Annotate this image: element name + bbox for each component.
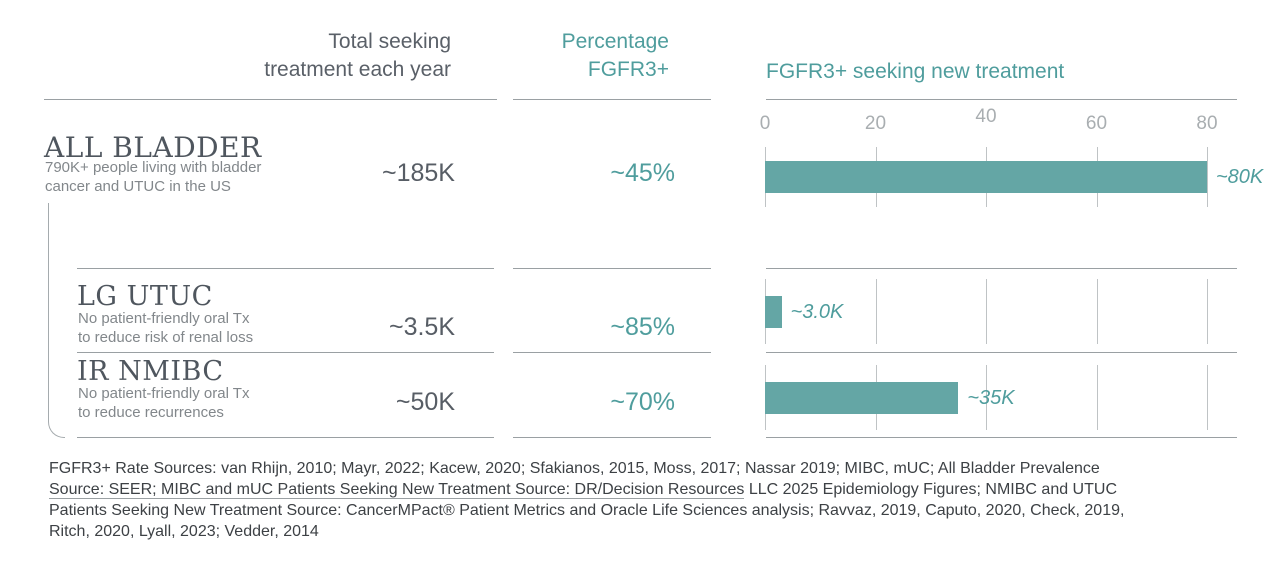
subgroup-bracket: [48, 203, 65, 438]
row-desc-line: to reduce risk of renal loss: [78, 329, 254, 346]
header-underline-total: [44, 99, 497, 100]
bar-value-label: ~35K: [967, 386, 1015, 409]
row-separator: [77, 437, 494, 438]
row-desc-line: to reduce recurrences: [78, 404, 224, 421]
x-tick-label: 0: [759, 113, 771, 134]
bar-plot: ~35K: [765, 365, 1208, 430]
row-desc-line: cancer and UTUC in the US: [45, 178, 231, 195]
footnote-underlined-text: Source: SEER; MIBC and mUC Patients Seek…: [49, 481, 745, 499]
bar-plot: ~3.0K: [765, 279, 1208, 344]
pct-value-all-bladder: ~45%: [610, 159, 675, 187]
row-separator: [766, 268, 1237, 269]
row-desc-lg-utuc: No patient-friendly oral Tx to reduce ri…: [78, 309, 253, 347]
footnote-line: Ritch, 2020, Lyall, 2023; Vedder, 2014: [49, 523, 319, 540]
source-footnote: FGFR3+ Rate Sources: van Rhijn, 2010; Ma…: [49, 458, 1269, 542]
row-separator: [513, 437, 711, 438]
x-tick-label: 60: [1085, 113, 1108, 134]
data-bar: [765, 381, 959, 414]
column-header-total-line1: Total seeking: [328, 30, 451, 53]
gridline: [1207, 147, 1208, 207]
row-title-all-bladder: ALL BLADDER: [44, 131, 262, 164]
row-desc-all-bladder: 790K+ people living with bladder cancer …: [45, 158, 261, 196]
column-header-total-seeking: Total seeking treatment each year: [251, 28, 451, 84]
footnote-line: FGFR3+ Rate Sources: van Rhijn, 2010; Ma…: [49, 460, 1100, 477]
row-desc-ir-nmibc: No patient-friendly oral Tx to reduce re…: [78, 384, 249, 422]
column-header-percentage-fgfr3: Percentage FGFR3+: [519, 28, 669, 84]
column-header-total-line2: treatment each year: [264, 58, 451, 81]
row-separator: [766, 352, 1237, 353]
chart-title: FGFR3+ seeking new treatment: [766, 60, 1065, 83]
column-header-pct-line1: Percentage: [561, 30, 669, 53]
row-desc-line: No patient-friendly oral Tx: [78, 385, 250, 402]
row-title-lg-utuc: LG UTUC: [77, 281, 213, 312]
bar-value-label: ~3.0K: [790, 300, 844, 323]
total-value-lg-utuc: ~3.5K: [388, 313, 455, 341]
row-separator: [513, 352, 711, 353]
gridline: [1207, 365, 1208, 430]
gridline: [875, 279, 877, 344]
data-bar: [765, 161, 1207, 193]
header-underline-chart: [766, 99, 1237, 100]
gridline: [986, 365, 987, 430]
x-tick-label: 20: [864, 113, 887, 134]
gridline: [1207, 279, 1208, 344]
row-desc-line: 790K+ people living with bladder: [45, 159, 262, 176]
header-underline-percentage: [513, 99, 711, 100]
chart-x-axis: 0 20 40 60 80: [760, 106, 1218, 137]
row-separator: [766, 437, 1237, 438]
row-title-ir-nmibc: IR NMIBC: [77, 356, 224, 387]
pct-value-ir-nmibc: ~70%: [610, 388, 675, 416]
gridline: [1096, 365, 1098, 430]
data-bar: [765, 295, 782, 328]
row-separator: [77, 268, 494, 269]
x-tick-label: 40: [975, 106, 997, 127]
footnote-text: LLC 2025 Epidemiology Figures; NMIBC and…: [744, 481, 1117, 498]
bar-value-label: ~80K: [1216, 166, 1264, 188]
gridline: [986, 279, 987, 344]
row-separator: [77, 352, 494, 353]
gridline: [1096, 279, 1098, 344]
footnote-line: Source: SEER; MIBC and mUC Patients Seek…: [49, 479, 1269, 500]
footnote-line: Patients Seeking New Treatment Source: C…: [49, 502, 1125, 519]
row-separator: [513, 268, 711, 269]
pct-value-lg-utuc: ~85%: [610, 313, 675, 341]
row-desc-line: No patient-friendly oral Tx: [78, 310, 250, 327]
bar-plot: ~80K: [765, 147, 1263, 207]
total-value-ir-nmibc: ~50K: [395, 388, 455, 416]
x-tick-label: 80: [1196, 113, 1218, 134]
column-header-pct-line2: FGFR3+: [587, 58, 669, 81]
total-value-all-bladder: ~185K: [382, 159, 455, 187]
